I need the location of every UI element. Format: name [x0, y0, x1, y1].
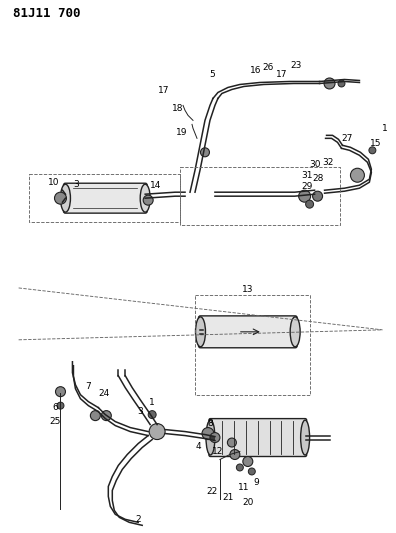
Circle shape: [148, 410, 156, 418]
Text: 13: 13: [242, 286, 253, 294]
FancyBboxPatch shape: [209, 418, 307, 456]
Ellipse shape: [61, 184, 70, 212]
Text: 31: 31: [301, 171, 312, 180]
Text: 16: 16: [250, 66, 261, 75]
Text: 30: 30: [309, 160, 320, 169]
Text: 17: 17: [158, 86, 170, 95]
Ellipse shape: [290, 317, 300, 347]
Text: 6: 6: [53, 403, 58, 412]
Circle shape: [149, 424, 165, 440]
FancyBboxPatch shape: [198, 316, 297, 348]
Text: 22: 22: [206, 487, 217, 496]
Text: 29: 29: [301, 182, 312, 191]
Ellipse shape: [196, 317, 206, 347]
Text: 25: 25: [50, 417, 61, 426]
Circle shape: [350, 168, 364, 182]
Text: 8: 8: [207, 419, 213, 428]
Text: 15: 15: [369, 139, 381, 148]
Circle shape: [227, 438, 236, 447]
Circle shape: [338, 80, 345, 87]
Text: 10: 10: [48, 177, 59, 187]
Text: 21: 21: [222, 493, 234, 502]
FancyBboxPatch shape: [63, 183, 147, 213]
Circle shape: [143, 195, 153, 205]
Circle shape: [101, 410, 111, 421]
Circle shape: [243, 456, 253, 466]
Text: 12: 12: [212, 447, 224, 456]
Text: 32: 32: [322, 158, 333, 167]
Text: 3: 3: [74, 180, 79, 189]
Text: 17: 17: [276, 70, 287, 79]
Text: 24: 24: [99, 389, 110, 398]
Text: 28: 28: [312, 174, 323, 183]
Circle shape: [55, 192, 67, 204]
Text: 3: 3: [137, 407, 143, 416]
Text: 1: 1: [381, 124, 387, 133]
Text: 7: 7: [86, 382, 91, 391]
Text: 11: 11: [238, 483, 249, 492]
Circle shape: [312, 191, 323, 201]
Circle shape: [369, 147, 376, 154]
Circle shape: [200, 148, 209, 157]
Text: 18: 18: [172, 104, 184, 113]
Text: 19: 19: [176, 128, 188, 137]
Circle shape: [299, 190, 310, 202]
Text: 4: 4: [195, 442, 201, 451]
Circle shape: [57, 402, 64, 409]
Circle shape: [202, 427, 214, 440]
Text: 26: 26: [262, 63, 274, 72]
Circle shape: [324, 78, 335, 89]
Text: 14: 14: [149, 181, 161, 190]
Text: 9: 9: [253, 478, 259, 487]
Circle shape: [230, 449, 240, 459]
Circle shape: [236, 464, 243, 471]
Text: 23: 23: [290, 61, 301, 70]
Ellipse shape: [140, 184, 150, 212]
Text: 1: 1: [149, 398, 155, 407]
Text: 2: 2: [135, 515, 141, 524]
Circle shape: [210, 433, 220, 442]
Ellipse shape: [206, 420, 215, 455]
Text: 27: 27: [342, 134, 353, 143]
Text: 20: 20: [242, 498, 253, 507]
Circle shape: [306, 200, 314, 208]
Text: 81J11 700: 81J11 700: [13, 6, 80, 20]
Circle shape: [90, 410, 100, 421]
Circle shape: [55, 386, 65, 397]
Ellipse shape: [301, 420, 310, 455]
Text: 5: 5: [209, 70, 215, 79]
Circle shape: [248, 468, 255, 475]
